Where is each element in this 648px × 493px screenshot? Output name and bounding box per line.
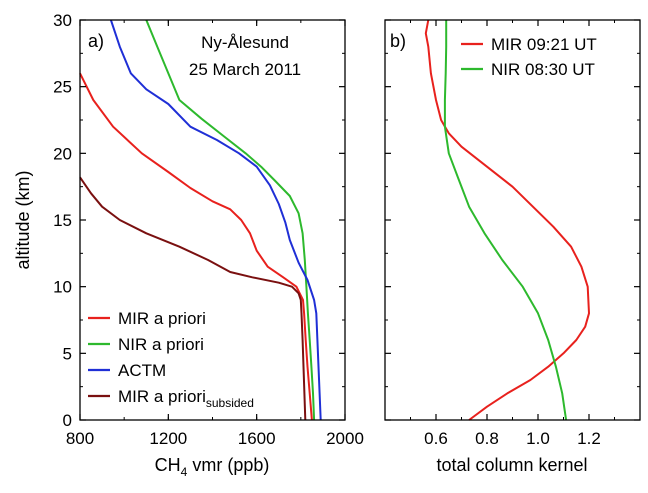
panel-b-legend-label-1: NIR 08:30 UT — [491, 60, 595, 79]
panel-b-legend-label-0: MIR 09:21 UT — [491, 35, 597, 54]
panel-a-x-axis-label: CH4 vmr (ppb) — [155, 455, 270, 479]
panel-a-x-tick-label: 2000 — [326, 429, 364, 448]
panel-a-title-line-2: 25 March 2011 — [189, 60, 301, 79]
panel-b-y-ticks — [385, 19, 640, 421]
panel-a-x-ticks: 800 1200 1600 2000 — [66, 20, 364, 448]
panel-a-legend-label-main-3: MIR a priori — [118, 387, 206, 406]
panel-a-y-axis-label: altitude (km) — [13, 170, 33, 269]
panel-a-label: a) — [88, 31, 104, 51]
panel-a-legend-label-0: MIR a priori — [118, 309, 206, 328]
panel-b-x-tick-label: 0.8 — [475, 429, 499, 448]
panel-a-legend: MIR a priori NIR a priori ACTM MIR a priori… — [88, 309, 254, 410]
panel-a-title-line-1: Ny-Ålesund — [201, 33, 289, 52]
panel-a-x-tick-label: 800 — [66, 429, 94, 448]
panel-a-y-tick-label: 10 — [53, 278, 72, 297]
panel-a-legend-label-2: ACTM — [118, 361, 166, 380]
x-axis-label-main: CH — [155, 455, 181, 475]
panel-a-y-tick-label: 15 — [53, 211, 72, 230]
panel-b-x-tick-label: 1.0 — [526, 429, 550, 448]
panel-b-x-tick-label: 1.2 — [577, 429, 601, 448]
panel-a-series-line-1 — [145, 19, 316, 421]
panel-b-series-line-1 — [443, 20, 568, 421]
panel-b-x-axis-label: total column kernel — [436, 455, 587, 475]
panel-a-series-line-3 — [79, 176, 307, 421]
panel-a-legend-label-main-0: MIR a priori — [118, 309, 206, 328]
panel-a-legend-label-subscript-3: subsided — [206, 396, 254, 410]
panel-b-frame — [384, 19, 641, 421]
panel-b-series-line-0 — [424, 19, 590, 421]
panel-b-legend-label-main-0: MIR 09:21 UT — [491, 35, 597, 54]
panel-a-legend-label-main-2: ACTM — [118, 361, 166, 380]
panel-b-legend: MIR 09:21 UT NIR 08:30 UT — [461, 35, 597, 79]
panel-a-y-tick-label: 0 — [63, 411, 72, 430]
panel-a-y-tick-label: 5 — [63, 344, 72, 363]
panel-b-legend-label-main-1: NIR 08:30 UT — [491, 60, 595, 79]
panel-b-x-ticks: 0.6 0.8 1.0 1.2 — [410, 20, 615, 448]
panel-a-y-tick-label: 25 — [53, 78, 72, 97]
panel-b-x-tick-label: 0.6 — [424, 429, 448, 448]
panel-a-legend-label-1: NIR a priori — [118, 335, 204, 354]
x-axis-label-subscript: 4 — [181, 465, 188, 479]
panel-b-series — [424, 19, 590, 421]
panel-a-series-line-0 — [79, 72, 313, 421]
panel-b: 0.6 0.8 1.0 1.2 b) MIR 09:21 UT NIR 08:30 UT… — [384, 19, 641, 475]
panel-a-x-tick-label: 1200 — [149, 429, 187, 448]
panel-a-y-tick-label: 20 — [53, 144, 72, 163]
panel-a-legend-label-3: MIR a priorisubsided — [118, 387, 254, 410]
panel-b-label: b) — [390, 31, 406, 51]
panel-a-y-ticks: 0 5 10 15 20 25 30 — [53, 11, 345, 430]
panel-a: 800 1200 1600 2000 0 5 10 15 20 25 30 a) Ny-Ålesu… — [13, 11, 364, 479]
panel-a-legend-label-main-1: NIR a priori — [118, 335, 204, 354]
panel-a-x-tick-label: 1600 — [238, 429, 276, 448]
panel-a-y-tick-label: 30 — [53, 11, 72, 30]
x-axis-label-rest: vmr (ppb) — [187, 455, 269, 475]
panel-a-series-line-2 — [109, 19, 322, 421]
panel-a-series — [79, 19, 322, 421]
